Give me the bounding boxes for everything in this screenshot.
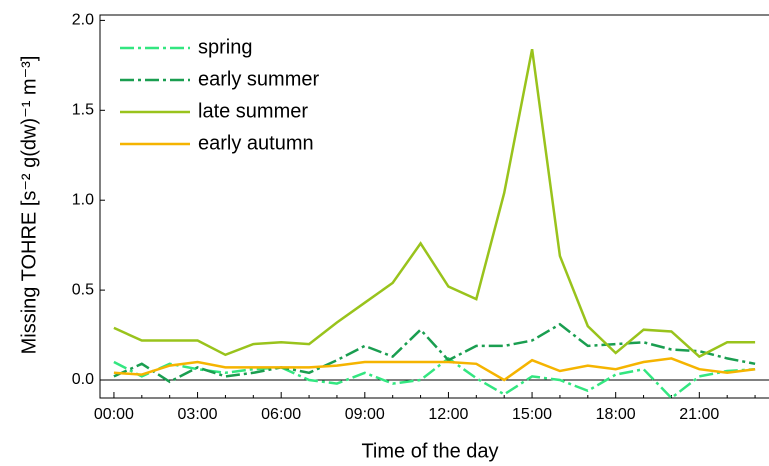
plot-frame (99, 14, 769, 399)
x-tick-label: 09:00 (345, 406, 385, 423)
x-axis-label: Time of the day (361, 440, 498, 462)
x-tick-label: 15:00 (512, 406, 552, 423)
y-tick-label: 1.5 (72, 102, 94, 119)
legend-label: spring (198, 36, 252, 58)
x-tick-label: 18:00 (596, 406, 636, 423)
x-tick-label: 03:00 (178, 406, 218, 423)
legend-label: late summer (198, 100, 308, 122)
x-tick-label: 06:00 (261, 406, 301, 423)
y-tick-label: 2.0 (72, 12, 94, 29)
legend-label: early summer (198, 68, 319, 90)
legend-label: early autumn (198, 132, 314, 154)
series-line (113, 48, 756, 359)
series-line (113, 357, 756, 382)
series-line (113, 356, 756, 400)
series-line (113, 322, 756, 384)
x-tick-label: 00:00 (94, 406, 134, 423)
x-tick-label: 21:00 (679, 406, 719, 423)
y-tick-label: 1.0 (72, 191, 94, 208)
y-axis-label: Missing TOHRE [s⁻² g(dw)⁻¹ m⁻³] (18, 56, 40, 355)
y-tick-label: 0.0 (72, 371, 94, 388)
x-tick-label: 12:00 (428, 406, 468, 423)
y-tick-label: 0.5 (72, 281, 94, 298)
